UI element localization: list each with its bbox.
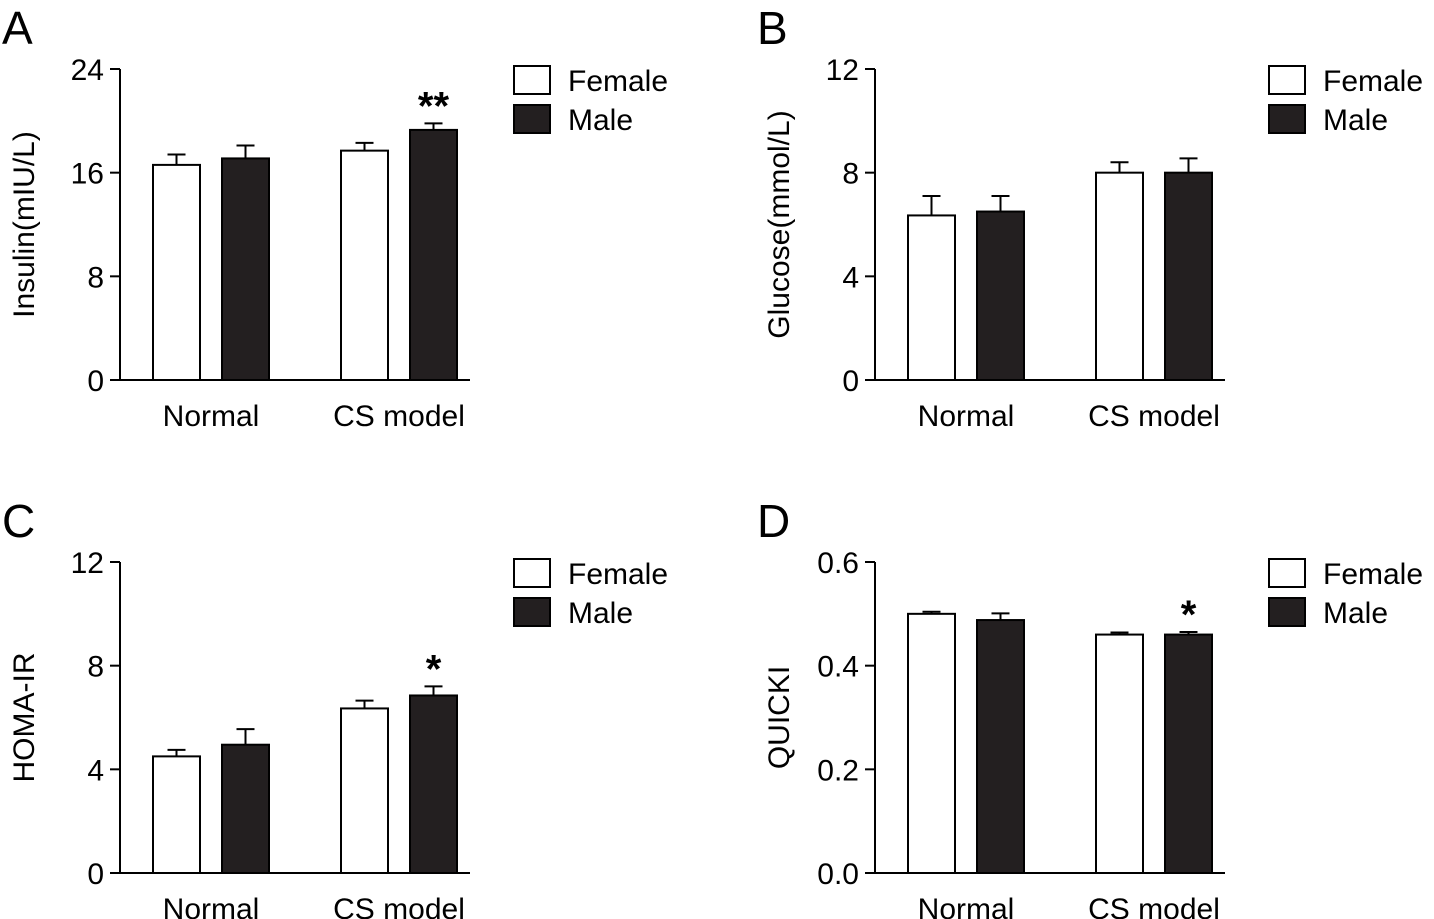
bar-male-normal xyxy=(221,743,270,874)
legend-label-female: Female xyxy=(568,65,668,98)
y-tick-label: 0 xyxy=(87,365,104,398)
x-tick-label: CS model xyxy=(333,893,465,919)
y-tick-label: 4 xyxy=(87,754,104,787)
legend-label-female: Female xyxy=(568,558,668,591)
significance-marker: * xyxy=(1181,593,1197,637)
y-tick-label: 0.2 xyxy=(817,754,859,787)
legend-swatch-female xyxy=(1268,558,1306,588)
legend-swatch-male xyxy=(513,597,551,627)
legend-swatch-male xyxy=(1268,104,1306,134)
y-tick-label: 8 xyxy=(842,158,859,191)
bar-female-normal xyxy=(907,214,956,381)
legend-label-female: Female xyxy=(1323,558,1423,591)
legend: Female Male xyxy=(513,65,668,137)
bar-male-normal xyxy=(221,157,270,381)
y-axis-label: HOMA-IR xyxy=(8,653,41,783)
legend-swatch-male xyxy=(513,104,551,134)
y-axis-label: Glucose(mmol/L) xyxy=(763,110,796,338)
legend-swatch-female xyxy=(513,558,551,588)
bar-female-cs-model xyxy=(1095,171,1144,381)
bar-female-normal xyxy=(152,755,201,874)
panel-label: B xyxy=(757,2,788,54)
x-tick-label: Normal xyxy=(163,400,260,433)
x-tick-label: Normal xyxy=(918,893,1015,919)
chart-panel-d: D 0.0 0.2 0.4 0.6 QUICKI Normal CS model * Female… xyxy=(757,495,1423,919)
y-tick-label: 12 xyxy=(71,547,104,580)
legend-label-male: Male xyxy=(568,597,633,630)
y-tick-label: 0.6 xyxy=(817,547,859,580)
y-tick-label: 12 xyxy=(826,54,859,87)
y-axis-label: Insulin(mIU/L) xyxy=(8,131,41,318)
bar-male-cs-model xyxy=(409,694,458,874)
y-tick-label: 8 xyxy=(87,261,104,294)
bar-male-cs-model xyxy=(1164,171,1213,381)
y-tick-label: 0 xyxy=(87,858,104,891)
x-tick-label: Normal xyxy=(918,400,1015,433)
bar-male-cs-model xyxy=(409,128,458,381)
y-tick-label: 8 xyxy=(87,651,104,684)
x-tick-label: Normal xyxy=(163,893,260,919)
bar-female-cs-model xyxy=(1095,633,1144,874)
bar-male-cs-model xyxy=(1164,633,1213,874)
legend-label-male: Male xyxy=(1323,104,1388,137)
y-tick-label: 16 xyxy=(71,158,104,191)
legend: Female Male xyxy=(1268,65,1423,137)
y-tick-label: 0 xyxy=(842,365,859,398)
panel-label: D xyxy=(757,495,790,547)
x-tick-label: CS model xyxy=(1088,893,1220,919)
significance-marker: ** xyxy=(418,84,450,128)
chart-panel-b: B 0 4 8 12 Glucose(mmol/L) Normal CS model Femal… xyxy=(757,2,1423,433)
chart-panel-a: A 0 8 16 24 Insulin(mIU/L) Normal CS model ** Fem… xyxy=(2,2,668,433)
y-tick-label: 24 xyxy=(71,54,104,87)
x-tick-label: CS model xyxy=(1088,400,1220,433)
bar-female-normal xyxy=(907,612,956,874)
bar-female-normal xyxy=(152,163,201,381)
bar-male-normal xyxy=(976,210,1025,381)
x-tick-label: CS model xyxy=(333,400,465,433)
chart-panel-c: C 0 4 8 12 HOMA-IR Normal CS model * Female Male xyxy=(2,495,668,919)
legend-swatch-male xyxy=(1268,597,1306,627)
legend: Female Male xyxy=(513,558,668,630)
bar-male-normal xyxy=(976,619,1025,875)
legend: Female Male xyxy=(1268,558,1423,630)
y-tick-label: 4 xyxy=(842,261,859,294)
panel-label: A xyxy=(2,2,33,54)
y-tick-label: 0.0 xyxy=(817,858,859,891)
legend-swatch-female xyxy=(513,65,551,95)
significance-marker: * xyxy=(426,647,442,691)
y-axis-label: QUICKI xyxy=(763,666,796,769)
legend-label-male: Male xyxy=(568,104,633,137)
legend-swatch-female xyxy=(1268,65,1306,95)
bar-female-cs-model xyxy=(340,707,389,874)
bar-female-cs-model xyxy=(340,149,389,381)
y-tick-label: 0.4 xyxy=(817,651,859,684)
legend-label-male: Male xyxy=(1323,597,1388,630)
panel-label: C xyxy=(2,495,35,547)
legend-label-female: Female xyxy=(1323,65,1423,98)
